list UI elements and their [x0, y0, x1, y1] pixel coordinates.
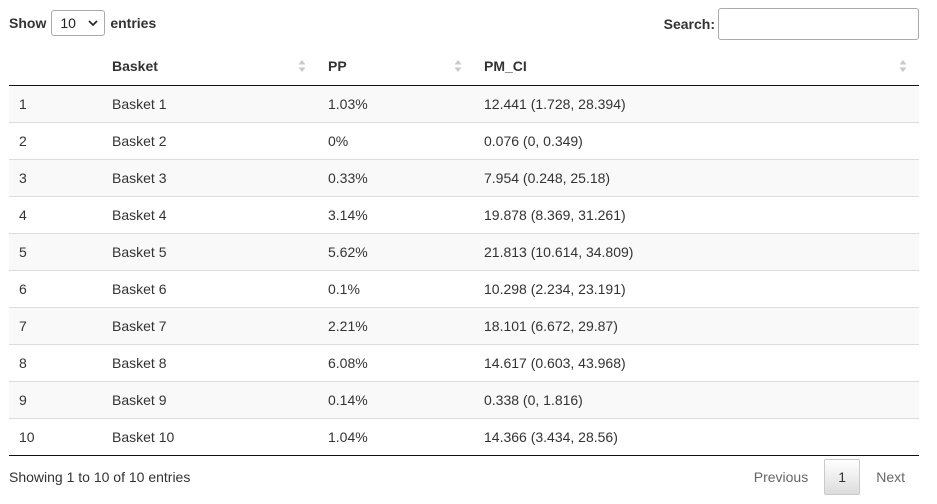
table-controls: Show 10 entries Search:	[9, 8, 919, 40]
cell-basket: Basket 3	[102, 159, 318, 197]
length-control: Show 10 entries	[9, 10, 156, 36]
cell-pm-ci: 7.954 (0.248, 25.18)	[474, 159, 919, 197]
cell-pp: 2.21%	[318, 307, 474, 345]
cell-basket: Basket 2	[102, 122, 318, 160]
sort-both-icon	[298, 60, 306, 72]
table-row: 5 Basket 5 5.62% 21.813 (10.614, 34.809)	[9, 233, 919, 271]
table-row: 10 Basket 10 1.04% 14.366 (3.434, 28.56)	[9, 418, 919, 456]
table-row: 7 Basket 7 2.21% 18.101 (6.672, 29.87)	[9, 307, 919, 345]
cell-pm-ci: 19.878 (8.369, 31.261)	[474, 196, 919, 234]
cell-index: 8	[9, 344, 102, 382]
cell-pm-ci: 21.813 (10.614, 34.809)	[474, 233, 919, 271]
table-row: 2 Basket 2 0% 0.076 (0, 0.349)	[9, 122, 919, 160]
cell-index: 9	[9, 381, 102, 419]
table-info: Showing 1 to 10 of 10 entries	[9, 469, 191, 485]
cell-pm-ci: 0.338 (0, 1.816)	[474, 381, 919, 419]
table-row: 8 Basket 8 6.08% 14.617 (0.603, 43.968)	[9, 344, 919, 382]
cell-pp: 3.14%	[318, 196, 474, 234]
show-label: Show	[9, 15, 47, 31]
cell-basket: Basket 5	[102, 233, 318, 271]
entries-label: entries	[110, 15, 157, 31]
column-header-basket[interactable]: Basket	[102, 47, 318, 86]
pagination: Previous 1 Next	[740, 459, 919, 495]
cell-pp: 1.04%	[318, 418, 474, 456]
cell-basket: Basket 9	[102, 381, 318, 419]
cell-basket: Basket 1	[102, 85, 318, 123]
search-input[interactable]	[718, 8, 919, 40]
cell-index: 5	[9, 233, 102, 271]
cell-index: 2	[9, 122, 102, 160]
cell-pm-ci: 18.101 (6.672, 29.87)	[474, 307, 919, 345]
cell-index: 6	[9, 270, 102, 308]
cell-index: 1	[9, 85, 102, 123]
cell-pp: 6.08%	[318, 344, 474, 382]
cell-pp: 0%	[318, 122, 474, 160]
column-header-pp[interactable]: PP	[318, 47, 474, 86]
column-header-pm-ci[interactable]: PM_CI	[474, 47, 919, 86]
cell-pm-ci: 10.298 (2.234, 23.191)	[474, 270, 919, 308]
cell-basket: Basket 4	[102, 196, 318, 234]
table-header-row: Basket PP PM_CI	[9, 47, 919, 86]
search-label: Search:	[663, 16, 715, 32]
data-table: Basket PP PM_CI 1 Basket 1 1	[9, 47, 919, 456]
cell-basket: Basket 10	[102, 418, 318, 456]
table-row: 4 Basket 4 3.14% 19.878 (8.369, 31.261)	[9, 196, 919, 234]
column-header-index	[9, 47, 102, 86]
sort-both-icon	[454, 60, 462, 72]
cell-index: 7	[9, 307, 102, 345]
cell-pp: 0.14%	[318, 381, 474, 419]
cell-basket: Basket 7	[102, 307, 318, 345]
cell-pp: 0.33%	[318, 159, 474, 197]
cell-pm-ci: 12.441 (1.728, 28.394)	[474, 85, 919, 123]
cell-pp: 5.62%	[318, 233, 474, 271]
table-row: 1 Basket 1 1.03% 12.441 (1.728, 28.394)	[9, 85, 919, 123]
cell-basket: Basket 8	[102, 344, 318, 382]
table-row: 6 Basket 6 0.1% 10.298 (2.234, 23.191)	[9, 270, 919, 308]
entries-select[interactable]: 10	[51, 10, 106, 36]
cell-pp: 0.1%	[318, 270, 474, 308]
cell-pm-ci: 14.366 (3.434, 28.56)	[474, 418, 919, 456]
previous-button[interactable]: Previous	[753, 469, 809, 485]
cell-basket: Basket 6	[102, 270, 318, 308]
table-row: 9 Basket 9 0.14% 0.338 (0, 1.816)	[9, 381, 919, 419]
page-button-1[interactable]: 1	[824, 459, 861, 495]
search-control: Search:	[664, 8, 919, 40]
entries-select-value: 10	[60, 15, 76, 31]
table-row: 3 Basket 3 0.33% 7.954 (0.248, 25.18)	[9, 159, 919, 197]
cell-pp: 1.03%	[318, 85, 474, 123]
sort-both-icon	[899, 60, 907, 72]
cell-index: 3	[9, 159, 102, 197]
cell-index: 10	[9, 418, 102, 456]
next-button[interactable]: Next	[876, 469, 905, 485]
cell-pm-ci: 14.617 (0.603, 43.968)	[474, 344, 919, 382]
chevron-down-icon	[88, 19, 98, 26]
cell-pm-ci: 0.076 (0, 0.349)	[474, 122, 919, 160]
cell-index: 4	[9, 196, 102, 234]
